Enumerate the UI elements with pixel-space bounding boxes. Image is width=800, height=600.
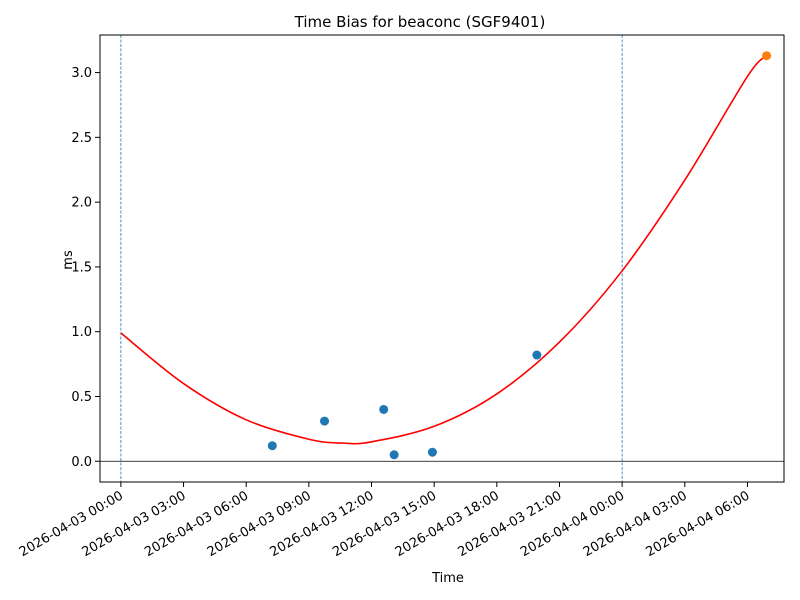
measurement-point bbox=[427, 447, 437, 457]
y-tick-label: 1.0 bbox=[71, 325, 92, 340]
y-tick-label: 0.5 bbox=[71, 390, 92, 405]
x-tick-label: 2026-04-04 00:00 bbox=[518, 488, 627, 560]
x-tick-label: 2026-04-03 09:00 bbox=[205, 488, 314, 560]
x-tick-label: 2026-04-03 06:00 bbox=[142, 488, 251, 560]
y-axis-label: ms bbox=[61, 250, 76, 270]
measurement-point bbox=[532, 350, 542, 360]
chart-title: Time Bias for beaconc (SGF9401) bbox=[294, 13, 546, 31]
y-tick-label: 0.0 bbox=[71, 455, 92, 470]
y-tick-label: 2.0 bbox=[71, 196, 92, 211]
x-tick-label: 2026-04-03 00:00 bbox=[17, 488, 126, 560]
measurement-point bbox=[379, 404, 389, 414]
fit-curve bbox=[120, 55, 768, 445]
measurement-point bbox=[389, 450, 399, 460]
x-tick-label: 2026-04-03 03:00 bbox=[80, 488, 189, 560]
plot-area bbox=[100, 35, 784, 482]
x-tick-label: 2026-04-04 06:00 bbox=[643, 488, 752, 560]
y-axis: 0.0 0.5 1.0 1.5 2.0 2.5 3.0 bbox=[71, 66, 100, 470]
measurement-point bbox=[267, 441, 277, 451]
x-tick-label: 2026-04-03 18:00 bbox=[393, 488, 502, 560]
x-tick-label: 2026-04-03 15:00 bbox=[330, 488, 439, 560]
plot-frame bbox=[99, 34, 785, 483]
x-tick-label: 2026-04-03 21:00 bbox=[456, 488, 565, 560]
y-tick-label: 2.5 bbox=[71, 131, 92, 146]
measurement-point bbox=[320, 416, 330, 426]
y-tick-label: 3.0 bbox=[71, 66, 92, 81]
predicted-point bbox=[762, 51, 772, 61]
x-tick-label: 2026-04-04 03:00 bbox=[581, 488, 690, 560]
x-axis-label: Time bbox=[431, 571, 464, 586]
y-tick-label: 1.5 bbox=[71, 260, 92, 275]
x-tick-label: 2026-04-03 12:00 bbox=[268, 488, 377, 560]
